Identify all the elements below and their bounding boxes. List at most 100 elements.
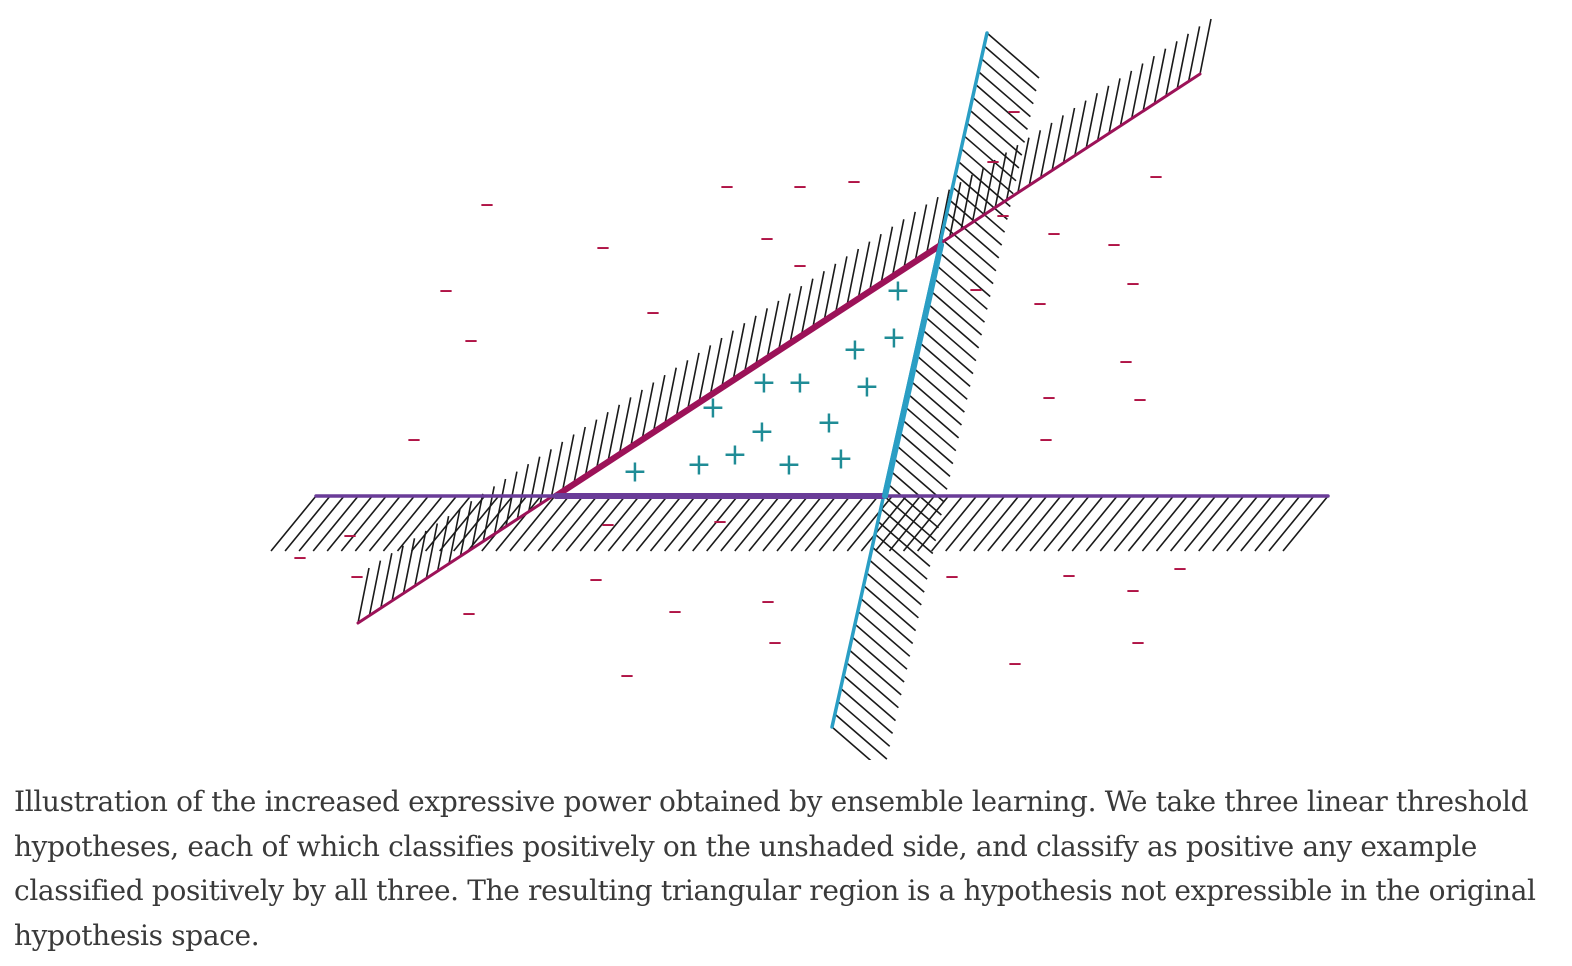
hatch-stroke xyxy=(1028,130,1042,186)
hatch-stroke xyxy=(1268,495,1315,552)
hatch-stroke xyxy=(952,186,1006,233)
hatch-stroke xyxy=(926,196,939,253)
hatch-stroke xyxy=(949,199,1003,246)
positive-point: + xyxy=(881,321,906,356)
hatch-stroke xyxy=(931,276,986,323)
hatch-stroke xyxy=(607,404,621,460)
hatch-stroke xyxy=(1005,144,1019,201)
negative-point: – xyxy=(589,562,603,595)
negative-point: – xyxy=(601,507,615,540)
positive-point: + xyxy=(842,333,867,368)
hatch-stroke xyxy=(391,545,404,601)
negative-point: – xyxy=(293,540,307,573)
hatch-stroke xyxy=(509,495,556,552)
hatch-stroke xyxy=(902,495,950,552)
hatch-stroke xyxy=(354,495,401,552)
hatch-stroke xyxy=(812,271,825,327)
hatch-stroke xyxy=(1141,495,1189,552)
hatch-stroke xyxy=(414,530,427,587)
negative-point: – xyxy=(793,248,807,281)
hatch-stroke xyxy=(425,523,439,579)
hatch-stroke xyxy=(973,495,1020,552)
hatch-stroke xyxy=(664,367,677,423)
positive-point: + xyxy=(787,366,812,401)
hatch-stroke xyxy=(835,256,848,312)
hatch-stroke xyxy=(1043,495,1090,552)
negative-point: – xyxy=(1042,380,1056,413)
hatch-stroke xyxy=(914,204,928,260)
hatch-stroke xyxy=(983,45,1037,92)
hatch-stroke xyxy=(869,233,882,290)
hatch-stroke xyxy=(1226,495,1273,552)
hatch-stroke xyxy=(885,482,940,529)
negative-point: – xyxy=(439,273,453,306)
hatch-stroke xyxy=(959,495,1006,552)
hatch-stroke xyxy=(916,495,964,552)
hatch-stroke xyxy=(930,495,978,552)
hatch-stroke xyxy=(1240,495,1287,552)
hatch-stroke xyxy=(270,495,317,552)
hatch-stroke xyxy=(579,495,626,552)
negative-point: – xyxy=(986,144,1000,177)
hatch-stroke xyxy=(1165,41,1178,97)
hatch-stroke xyxy=(467,495,514,552)
hatch-stroke xyxy=(382,495,430,552)
hatch-stroke xyxy=(804,495,851,552)
hatch-stroke xyxy=(523,495,570,552)
hatch-stroke xyxy=(877,520,931,568)
negative-point: – xyxy=(1033,286,1047,319)
hatch-stroke xyxy=(926,302,980,349)
hatch-stroke xyxy=(874,533,928,580)
example-points: ++++ + ++ ++++ + ++–– – – –––– ––– –––– –– –––– –– –––… xyxy=(293,94,1187,691)
negative-point: – xyxy=(1007,94,1021,127)
hatch-stroke xyxy=(972,96,1026,143)
hatch-stroke xyxy=(706,495,753,552)
hatch-stroke xyxy=(860,495,907,552)
negative-point: – xyxy=(350,559,364,592)
positive-point: + xyxy=(622,455,647,490)
triangle-edge-diagonal xyxy=(553,242,944,499)
hatch-stroke xyxy=(966,122,1020,169)
hatch-stroke xyxy=(946,212,1000,259)
hatch-stroke xyxy=(842,674,897,722)
hatch-stroke xyxy=(698,345,712,401)
hatch-stroke xyxy=(565,495,612,552)
positive-point: + xyxy=(816,406,841,441)
positive-point: + xyxy=(700,391,725,426)
hatch-stroke xyxy=(888,495,936,552)
negative-point: – xyxy=(1062,558,1076,591)
hatch-stroke xyxy=(677,495,725,552)
hatch-stroke xyxy=(1169,495,1217,552)
hatch-stroke xyxy=(865,572,919,619)
hatch-stroke xyxy=(1051,115,1064,171)
hatch-stroke xyxy=(948,182,962,238)
negative-point: – xyxy=(768,625,782,658)
hatch-stroke xyxy=(687,352,700,409)
hatch-stroke xyxy=(854,623,908,670)
hatch-stroke xyxy=(846,495,893,552)
hatch-stroke xyxy=(837,700,891,747)
positive-point: + xyxy=(828,442,853,477)
negative-point: – xyxy=(1173,551,1187,584)
hatch-stroke xyxy=(1282,495,1329,552)
hatch-stroke xyxy=(845,662,899,709)
hatch-stroke xyxy=(934,263,988,310)
hatch-stroke xyxy=(908,379,963,426)
hatch-stroke xyxy=(1085,93,1098,149)
positive-point: + xyxy=(686,448,711,483)
hatch-stroke xyxy=(857,610,911,657)
hatch-stroke xyxy=(903,405,957,452)
hatch-stroke xyxy=(917,340,971,388)
hatch-stroke xyxy=(892,219,905,275)
negative-point: – xyxy=(1008,646,1022,679)
hatch-stroke xyxy=(897,430,951,478)
hatch-stroke xyxy=(1187,26,1201,82)
hatch-diagonal xyxy=(357,18,1212,624)
hatch-stroke xyxy=(368,495,416,552)
negative-point: – xyxy=(668,594,682,627)
hatch-stroke xyxy=(755,308,768,364)
hatch-stroke xyxy=(920,327,974,375)
hatch-stroke xyxy=(1198,495,1245,552)
hatch-stroke xyxy=(448,508,461,564)
hatch-stroke xyxy=(823,263,837,319)
